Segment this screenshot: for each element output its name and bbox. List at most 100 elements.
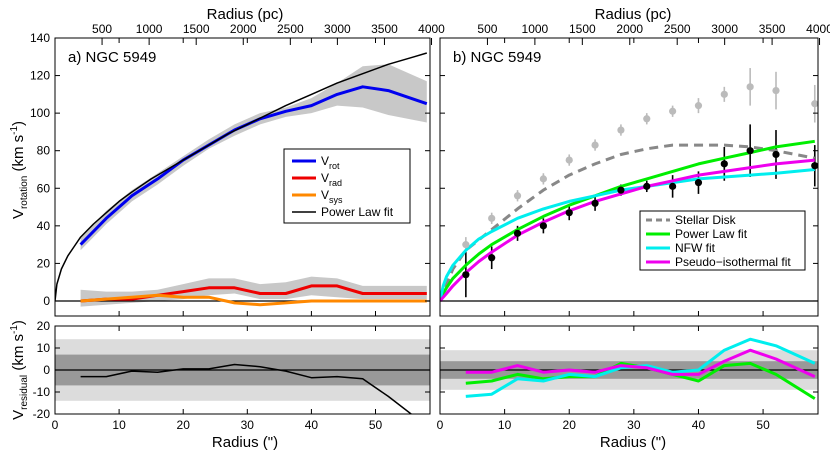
legend-label-sub: sys <box>329 195 343 205</box>
axes-frame <box>439 37 819 317</box>
x-tick-label: 40 <box>692 418 706 432</box>
top-tick-label: 4000 <box>806 22 830 36</box>
y-tick-label: 20 <box>37 256 51 270</box>
y-tick-label: 0 <box>43 294 50 308</box>
ylabel-top-sup: -1 <box>9 126 20 135</box>
top-tick-label: 2000 <box>230 22 257 36</box>
plot-area-a-residual <box>55 339 430 414</box>
observed-rotation-point <box>720 90 728 98</box>
y-tick-label: 40 <box>37 219 51 233</box>
ylabel-bottom-base: V <box>10 410 27 420</box>
top-axis-label-b: Radius (pc) <box>595 6 672 23</box>
ylabel-bottom-sub: residual <box>19 375 30 410</box>
top-tick-label: 1000 <box>136 22 163 36</box>
observed-rotation-point <box>539 175 547 183</box>
observed-rotation-point <box>488 214 496 222</box>
derived-velocity-point <box>669 182 677 190</box>
ylabel-top-unit: (km s <box>10 135 27 176</box>
derived-velocity-point <box>513 229 522 237</box>
observed-rotation-point <box>669 107 677 115</box>
y-tick-label: 20 <box>37 319 51 333</box>
panel-title: a) NGC 5949 <box>68 49 156 66</box>
series-pseudo-isothermal-residual <box>465 348 816 378</box>
series-stellar-disk <box>440 143 816 302</box>
derived-velocity-point <box>772 150 780 159</box>
derived-velocity-point <box>488 254 496 262</box>
panel-b: 500 1000 1500 2000 2500 3000 3500 4000 b) NGC 59… <box>439 22 830 317</box>
series-v-rad <box>80 284 427 303</box>
x-tick-label: 0 <box>437 418 444 432</box>
derived-velocity-point <box>811 162 818 170</box>
panel-a-residual: 0 10 20 30 40 50 -20 -10 0 10 20 <box>33 319 431 432</box>
top-tick-label: 2500 <box>277 22 304 36</box>
y-tick-label: 80 <box>37 144 51 158</box>
derived-velocity-point <box>643 182 651 190</box>
series-nfw-fit <box>440 168 815 302</box>
y-tick-label: 120 <box>30 69 50 83</box>
series-power-law-fit <box>55 52 428 302</box>
top-tick-label: 2500 <box>664 22 691 36</box>
derived-velocity-point <box>565 209 573 217</box>
x-tick-label: 50 <box>756 418 770 432</box>
legend-label-main: Power Law fit <box>321 205 394 219</box>
panel-b-residual: 0 10 20 30 40 50 <box>437 325 819 432</box>
x-tick-label: 20 <box>177 418 191 432</box>
vrot-band <box>80 64 427 251</box>
x-tick-label: 30 <box>627 418 641 432</box>
legend-label: Vrot <box>321 154 340 171</box>
series-power-law-residual <box>80 363 413 414</box>
y-tick-label: 140 <box>30 31 50 45</box>
ylabel-top-close: ) <box>10 121 27 126</box>
top-tick-label: 3500 <box>759 22 786 36</box>
ylabel-bottom: Vresidual (km s-1) <box>9 320 30 420</box>
top-tick-label: 2000 <box>616 22 643 36</box>
legend-label: Pseudo−isothermal fit <box>675 255 791 269</box>
x-tick-label: 10 <box>112 418 126 432</box>
panel-a: 0 20 40 60 80 100 120 140 500 1000 1500 2000 2500 300… <box>30 22 445 317</box>
legend-label-main: V <box>321 188 329 202</box>
ylabel-top: Vrotation (km s-1) <box>9 121 30 219</box>
derived-velocity-point <box>746 147 754 155</box>
y-tick-label: 60 <box>37 181 51 195</box>
x-tick-label: 30 <box>241 418 255 432</box>
ylabel-bottom-close: ) <box>10 320 27 325</box>
derived-velocity-point <box>462 271 470 279</box>
observed-rotation-point <box>617 126 625 134</box>
legend-label: Vsys <box>321 188 343 205</box>
top-tick-label: 3000 <box>324 22 351 36</box>
y-tick-label: 100 <box>30 106 50 120</box>
top-tick-label: 3500 <box>371 22 398 36</box>
legend-label-main: V <box>321 154 329 168</box>
legend-label-sub: rot <box>329 161 340 171</box>
derived-velocity-point <box>539 222 547 230</box>
y-tick-label: 0 <box>43 363 50 377</box>
series-v-sys <box>80 293 427 307</box>
panel-title: b) NGC 5949 <box>453 49 541 66</box>
plot-area-b-residual <box>440 337 818 400</box>
x-axis-label-b: Radius (") <box>600 434 666 451</box>
x-tick-label: 40 <box>305 418 319 432</box>
derived-velocity-point <box>720 160 728 168</box>
axes-frame <box>54 37 431 317</box>
derived-velocity-point <box>617 186 625 194</box>
legend-label-sub: rad <box>329 178 342 188</box>
plot-area-a <box>55 52 430 307</box>
y-tick-label: 10 <box>37 341 51 355</box>
ylabel-bottom-sup: -1 <box>9 325 20 334</box>
series-power-law-fit <box>440 139 816 302</box>
observed-rotation-point <box>811 100 818 108</box>
top-axis-label-a: Radius (pc) <box>207 6 284 23</box>
x-tick-label: 0 <box>52 418 59 432</box>
legend-label-main: V <box>321 171 329 185</box>
derived-velocity-point <box>591 199 599 207</box>
observed-rotation-point <box>462 241 470 249</box>
legend-label: Power Law fit <box>321 205 394 219</box>
observed-rotation-point <box>746 83 754 91</box>
observed-rotation-point <box>513 192 522 200</box>
x-tick-label: 20 <box>563 418 577 432</box>
top-tick-label: 1500 <box>183 22 210 36</box>
